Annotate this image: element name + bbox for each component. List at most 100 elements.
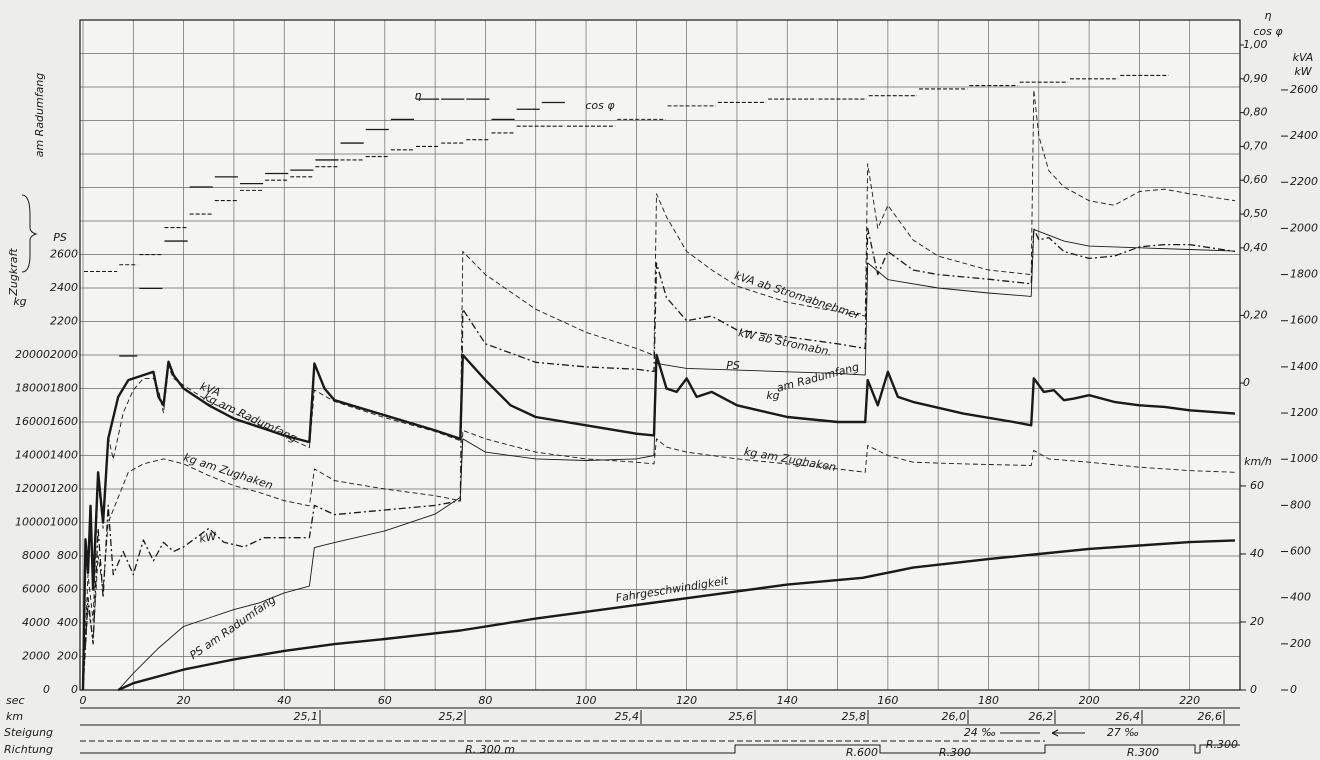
series-line xyxy=(117,539,1236,692)
y-tick-label: 2000 xyxy=(22,650,50,663)
series-label: cos φ xyxy=(585,99,615,112)
y-tick-label: 10000 xyxy=(15,516,50,529)
x-tick-label: 0 xyxy=(80,694,87,707)
x-tick-label: 180 xyxy=(978,694,999,707)
axis-label: km/h xyxy=(1244,455,1272,468)
y-tick-label: 2000 xyxy=(1290,221,1318,234)
x-tick-label: 100 xyxy=(576,694,597,707)
x-tick-label: 120 xyxy=(676,694,697,707)
x-tick-label: 80 xyxy=(478,694,492,707)
y-tick-label: 2600 xyxy=(50,248,78,261)
km-label: 26,6 xyxy=(1198,710,1223,723)
y-tick-label: 1600 xyxy=(50,415,78,428)
y-tick-label: 2000 xyxy=(50,348,78,361)
series-line xyxy=(82,429,1236,691)
y-tick-label: 0,50 xyxy=(1243,207,1268,220)
richtung-label: R.300 xyxy=(1127,746,1159,759)
y-tick-label: 600 xyxy=(1290,545,1311,558)
row-label: sec xyxy=(6,694,25,707)
axis-label: kW xyxy=(1294,65,1312,78)
y-tick-label: 2400 xyxy=(50,281,78,294)
y-tick-label: 2200 xyxy=(1290,175,1318,188)
y-tick-label: 20000 xyxy=(15,348,50,361)
y-tick-label: 0 xyxy=(71,683,78,696)
y-tick-label: 2400 xyxy=(1290,129,1318,142)
annotation: kW xyxy=(198,529,218,545)
y-tick-label: 200 xyxy=(1290,637,1311,650)
axis-label: PS xyxy=(53,231,67,244)
y-tick-label: 2200 xyxy=(50,315,78,328)
richtung-label: R.600 xyxy=(846,746,878,759)
x-tick-label: 140 xyxy=(777,694,798,707)
y-tick-label: 1200 xyxy=(1290,406,1318,419)
y-tick-label: 4000 xyxy=(22,616,50,629)
km-label: 26,0 xyxy=(942,710,967,723)
y-tick-label: 1200 xyxy=(50,482,78,495)
y-tick-label: 400 xyxy=(57,616,78,629)
y-tick-label: 0,20 xyxy=(1243,308,1268,321)
km-label: 25,1 xyxy=(294,710,319,723)
y-tick-label: 0,60 xyxy=(1243,173,1268,186)
axis-label: kg xyxy=(13,295,26,308)
km-label: 26,4 xyxy=(1116,710,1141,723)
y-tick-label: 0 xyxy=(1250,683,1257,696)
row-label: Steigung xyxy=(4,726,53,739)
y-tick-label: 12000 xyxy=(15,482,50,495)
richtung-label: R.300 xyxy=(939,746,971,759)
richtung-label: R.300 xyxy=(1206,738,1238,751)
y-tick-label: 0 xyxy=(1243,376,1250,389)
y-tick-label: 60 xyxy=(1250,479,1264,492)
axis-label: η xyxy=(1265,9,1272,22)
richtung-line xyxy=(80,744,1240,754)
y-tick-label: 400 xyxy=(1290,591,1311,604)
km-label: 25,2 xyxy=(439,710,464,723)
y-tick-label: 600 xyxy=(57,583,78,596)
plot-frame xyxy=(79,19,1241,691)
km-label: 25,8 xyxy=(842,710,867,723)
annotation: kg xyxy=(766,389,779,402)
y-tick-label: 8000 xyxy=(22,549,50,562)
y-tick-label: 0,80 xyxy=(1243,106,1268,119)
y-tick-label: 800 xyxy=(57,549,78,562)
series-label: η xyxy=(415,89,422,102)
marks xyxy=(81,74,1236,692)
row-label: Richtung xyxy=(4,743,53,756)
y-tick-label: 0 xyxy=(1290,683,1297,696)
y-tick-label: 1800 xyxy=(50,382,78,395)
y-tick-label: 40 xyxy=(1250,547,1264,560)
y-tick-label: 20 xyxy=(1250,615,1264,628)
left-title: Zugkraft xyxy=(7,248,20,297)
x-tick-label: 20 xyxy=(177,694,191,707)
left-subtitle: am Radumfang xyxy=(33,73,46,158)
x-tick-label: 160 xyxy=(877,694,898,707)
km-label: 25,6 xyxy=(729,710,754,723)
y-tick-label: 16000 xyxy=(15,415,50,428)
row-label: km xyxy=(6,710,23,723)
y-tick-label: 1400 xyxy=(50,449,78,462)
steigung-label: 24 ‰ xyxy=(964,726,996,739)
y-tick-label: 200 xyxy=(57,650,78,663)
series-line xyxy=(82,89,1236,691)
steigung-label: 27 ‰ xyxy=(1107,726,1139,739)
y-tick-label: 1400 xyxy=(1290,360,1318,373)
y-tick-label: 800 xyxy=(1290,498,1311,511)
series-line xyxy=(81,353,1236,691)
y-tick-label: 1800 xyxy=(1290,268,1318,281)
brace xyxy=(21,194,38,273)
y-tick-label: 0,70 xyxy=(1243,139,1268,152)
axis-label: kVA xyxy=(1293,51,1314,64)
y-tick-label: 18000 xyxy=(15,382,50,395)
y-tick-label: 14000 xyxy=(15,449,50,462)
axis-label: cos φ xyxy=(1253,25,1283,38)
grid xyxy=(80,19,1241,691)
y-tick-label: 1,00 xyxy=(1243,38,1268,51)
x-tick-label: 220 xyxy=(1179,694,1200,707)
x-tick-label: 200 xyxy=(1079,694,1100,707)
y-tick-label: 1600 xyxy=(1290,314,1318,327)
y-tick-label: 1000 xyxy=(1290,452,1318,465)
y-tick-label: 6000 xyxy=(22,583,50,596)
y-tick-label: 2600 xyxy=(1290,83,1318,96)
richtung-label: R. 300 m xyxy=(465,743,515,756)
series-line xyxy=(117,228,1236,691)
